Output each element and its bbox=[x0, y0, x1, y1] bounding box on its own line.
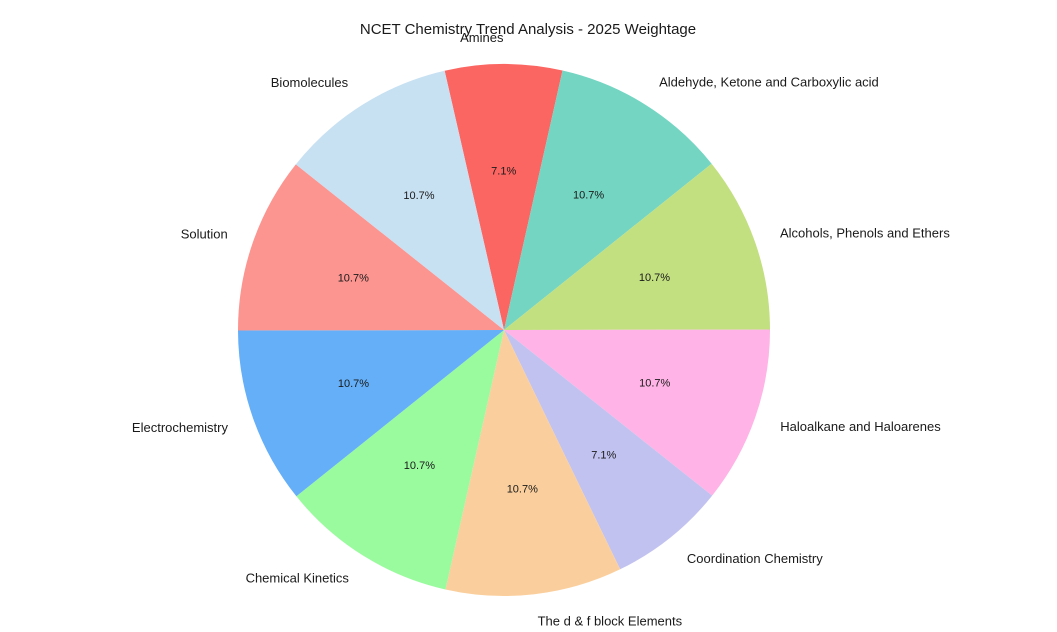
pie-percent-label-electrochemistry: 10.7% bbox=[338, 378, 369, 390]
pie-category-label-alcohols-phenols-and-ethers: Alcohols, Phenols and Ethers bbox=[780, 225, 950, 240]
pie-slice-coordination-chemistry bbox=[504, 330, 713, 570]
pie-slice-alcohols-phenols-and-ethers bbox=[504, 163, 770, 330]
pie-percent-label-haloalkane-and-haloarenes: 10.7% bbox=[639, 377, 670, 389]
pie-percent-label-coordination-chemistry: 7.1% bbox=[591, 449, 616, 461]
pie-percent-label-alcohols-phenols-and-ethers: 10.7% bbox=[639, 272, 670, 284]
pie-slice-chemical-kinetics bbox=[296, 330, 504, 590]
pie-category-label-coordination-chemistry: Coordination Chemistry bbox=[687, 551, 823, 566]
pie-percent-label-solution: 10.7% bbox=[338, 272, 369, 284]
pie-category-label-amines: Amines bbox=[460, 30, 504, 45]
pie-category-label-haloalkane-and-haloarenes: Haloalkane and Haloarenes bbox=[780, 419, 941, 434]
pie-slice-haloalkane-and-haloarenes bbox=[504, 329, 771, 496]
pie-slices-group bbox=[237, 63, 771, 596]
pie-percent-label-biomolecules: 10.7% bbox=[403, 190, 434, 202]
pie-category-label-the-d-f-block-elements: The d & f block Elements bbox=[538, 613, 683, 628]
pie-category-label-aldehyde-ketone-and-carboxylic-acid: Aldehyde, Ketone and Carboxylic acid bbox=[659, 74, 879, 89]
pie-percent-label-amines: 7.1% bbox=[491, 165, 516, 177]
pie-percent-label-the-d-f-block-elements: 10.7% bbox=[507, 483, 538, 495]
pie-slice-electrochemistry bbox=[238, 330, 504, 497]
pie-category-label-biomolecules: Biomolecules bbox=[271, 75, 349, 90]
pie-category-label-solution: Solution bbox=[181, 226, 228, 241]
chart-title: NCET Chemistry Trend Analysis - 2025 Wei… bbox=[360, 21, 696, 38]
pie-slice-aldehyde-ketone-and-carboxylic-acid bbox=[504, 70, 712, 331]
pie-slice-biomolecules bbox=[295, 70, 504, 331]
pie-percent-label-aldehyde-ketone-and-carboxylic-acid: 10.7% bbox=[573, 190, 604, 202]
pie-category-label-electrochemistry: Electrochemistry bbox=[132, 420, 229, 435]
pie-slice-amines bbox=[444, 63, 563, 331]
pie-slice-solution bbox=[237, 164, 504, 331]
pie-percent-labels-group: 7.1% 10.7% 10.7% 10.7% 7.1% 10.7% 10.7% 10.7% 10… bbox=[338, 165, 671, 495]
pie-slice-the-d-f-block-elements bbox=[445, 330, 621, 596]
pie-percent-label-chemical-kinetics: 10.7% bbox=[404, 460, 435, 472]
pie-category-labels-group: Amines Aldehyde, Ketone and Carboxylic ac… bbox=[132, 30, 950, 628]
pie-category-label-chemical-kinetics: Chemical Kinetics bbox=[246, 571, 350, 586]
